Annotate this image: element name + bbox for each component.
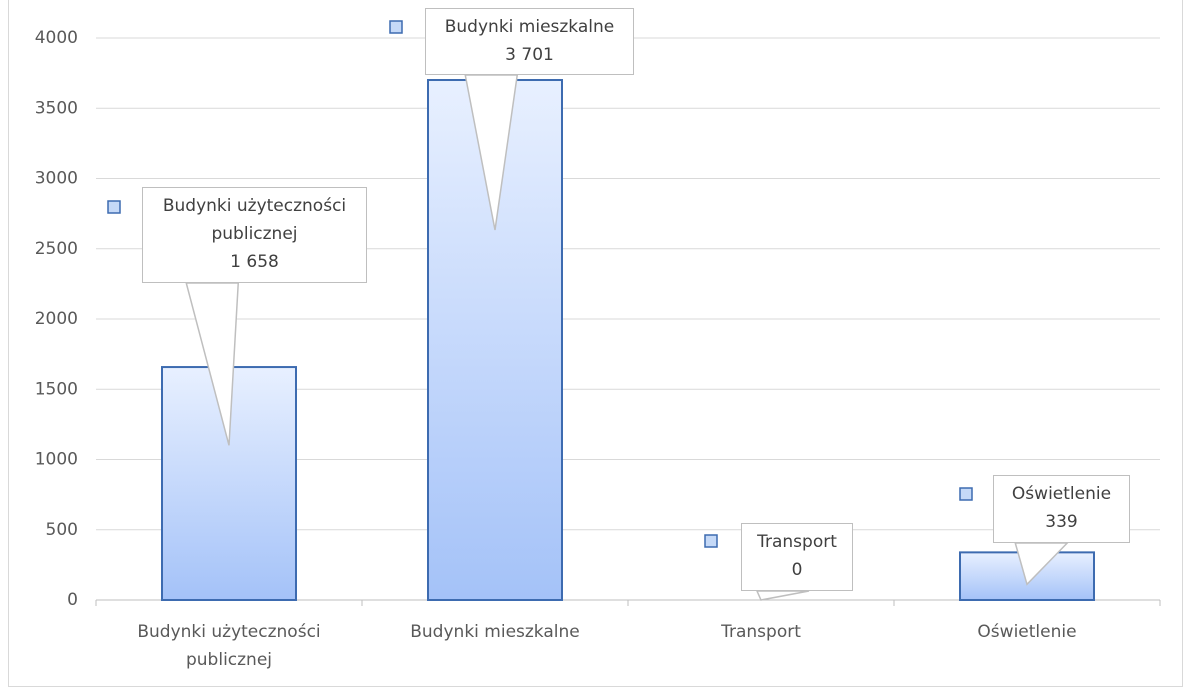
callout-pointer	[185, 282, 240, 446]
y-tick-label: 3000	[35, 169, 78, 189]
y-tick-label: 500	[46, 520, 78, 540]
bar	[161, 366, 297, 601]
legend-key	[107, 200, 121, 214]
data-callout: Budynki mieszkalne 3 701	[425, 8, 634, 75]
legend-key	[389, 20, 403, 34]
data-callout: Transport 0	[741, 523, 853, 591]
y-tick-label: 2500	[35, 239, 78, 259]
x-tick-label: Transport	[721, 622, 801, 642]
data-label: 339	[1045, 512, 1078, 532]
y-tick-label: 0	[67, 590, 78, 610]
callout-category: Budynki użyteczności publicznej	[162, 196, 347, 244]
data-label: 3 701	[505, 45, 554, 65]
data-callout: Oświetlenie 339	[993, 475, 1130, 543]
data-callout: Budynki użyteczności publicznej 1 658	[142, 187, 367, 283]
data-label: 1 658	[230, 252, 279, 272]
callout-pointer	[1014, 542, 1070, 586]
callout-category: Budynki mieszkalne	[444, 17, 615, 37]
y-tick-label: 2000	[35, 309, 78, 329]
y-tick-label: 4000	[35, 28, 78, 48]
callout-pointer	[755, 590, 810, 601]
x-tick-label: Budynki mieszkalne	[410, 622, 580, 642]
x-tick-label: Oświetlenie	[977, 622, 1077, 642]
callout-category: Oświetlenie	[1011, 484, 1112, 504]
callout-pointer	[464, 74, 519, 231]
y-tick-label: 3500	[35, 98, 78, 118]
data-label: 0	[791, 560, 803, 580]
y-tick-label: 1500	[35, 379, 78, 399]
chart-frame	[8, 0, 1183, 687]
legend-key	[959, 487, 973, 501]
y-tick-label: 1000	[35, 450, 78, 470]
legend-key	[704, 534, 718, 548]
x-tick-label: Budynki użyteczności publicznej	[137, 622, 321, 670]
callout-category: Transport	[757, 532, 837, 552]
